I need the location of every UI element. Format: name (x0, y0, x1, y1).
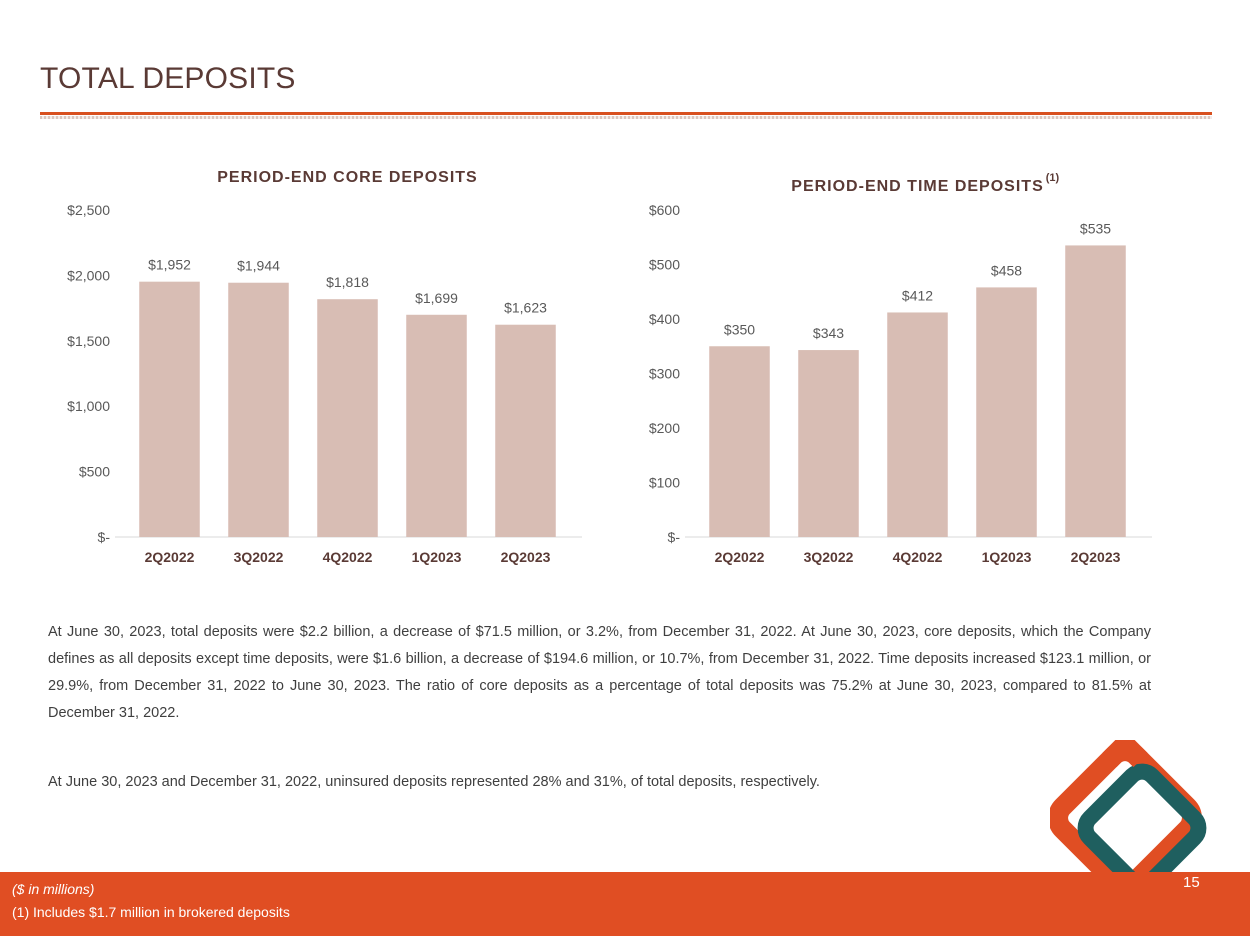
x-tick-label: 4Q2022 (893, 549, 943, 565)
bar-4Q2022 (317, 299, 378, 537)
y-tick-label: $400 (649, 311, 680, 327)
data-label: $1,944 (237, 258, 280, 274)
x-tick-label: 1Q2023 (982, 549, 1032, 565)
chart-title: PERIOD-END TIME DEPOSITS (791, 178, 1043, 195)
data-label: $412 (902, 287, 933, 303)
page-number: 15 (1183, 874, 1200, 891)
data-label: $535 (1080, 220, 1111, 236)
y-tick-label: $200 (649, 420, 680, 436)
units-note: ($ in millions) (12, 881, 95, 897)
bar-1Q2023 (976, 287, 1037, 537)
x-tick-label: 1Q2023 (412, 549, 462, 565)
y-tick-label: $500 (649, 257, 680, 273)
x-tick-label: 2Q2023 (1071, 549, 1121, 565)
x-tick-label: 3Q2022 (234, 549, 284, 565)
y-tick-label: $- (668, 529, 681, 545)
data-label: $458 (991, 262, 1022, 278)
y-tick-label: $1,500 (67, 333, 110, 349)
data-label: $1,952 (148, 257, 191, 273)
core-deposits-chart: PERIOD-END CORE DEPOSITS $- $500 $1,000 $1,5… (67, 169, 582, 565)
x-tick-label: 2Q2022 (715, 549, 765, 565)
uninsured-deposits-paragraph: At June 30, 2023 and December 31, 2022, … (48, 774, 820, 790)
bar-4Q2022 (887, 312, 948, 537)
bar-2Q2022 (709, 346, 770, 537)
bar-2Q2023 (495, 324, 556, 537)
time-deposits-chart: PERIOD-END TIME DEPOSITS (1) $- $100 $200 $30… (649, 172, 1152, 565)
deposits-summary-paragraph: At June 30, 2023, total deposits were $2… (48, 624, 1151, 721)
x-tick-label: 3Q2022 (804, 549, 854, 565)
y-tick-label: $100 (649, 475, 680, 491)
title-divider (40, 112, 1212, 115)
data-label: $1,818 (326, 274, 369, 290)
y-tick-label: $500 (79, 464, 110, 480)
y-tick-label: $300 (649, 366, 680, 382)
bar-1Q2023 (406, 314, 467, 537)
x-tick-label: 2Q2022 (145, 549, 195, 565)
bar-3Q2022 (798, 350, 859, 537)
x-tick-label: 4Q2022 (323, 549, 373, 565)
data-label: $1,699 (415, 290, 458, 306)
chart-title-footnote-marker: (1) (1046, 172, 1060, 184)
y-tick-label: $2,500 (67, 202, 110, 218)
title-divider-texture (40, 116, 1212, 119)
y-tick-label: $- (98, 529, 111, 545)
company-logo-icon (1050, 740, 1207, 895)
data-label: $1,623 (504, 300, 547, 316)
y-tick-label: $2,000 (67, 267, 110, 283)
chart-title: PERIOD-END CORE DEPOSITS (217, 169, 477, 186)
bar-3Q2022 (228, 282, 289, 537)
page-title: TOTAL DEPOSITS (40, 62, 296, 95)
x-tick-label: 2Q2023 (501, 549, 551, 565)
footer-band (0, 872, 1250, 936)
bar-2Q2022 (139, 281, 200, 537)
y-tick-label: $1,000 (67, 398, 110, 414)
bar-2Q2023 (1065, 245, 1126, 538)
data-label: $350 (724, 321, 755, 337)
data-label: $343 (813, 325, 844, 341)
y-tick-label: $600 (649, 202, 680, 218)
footnote-1: (1) Includes $1.7 million in brokered de… (12, 904, 290, 920)
